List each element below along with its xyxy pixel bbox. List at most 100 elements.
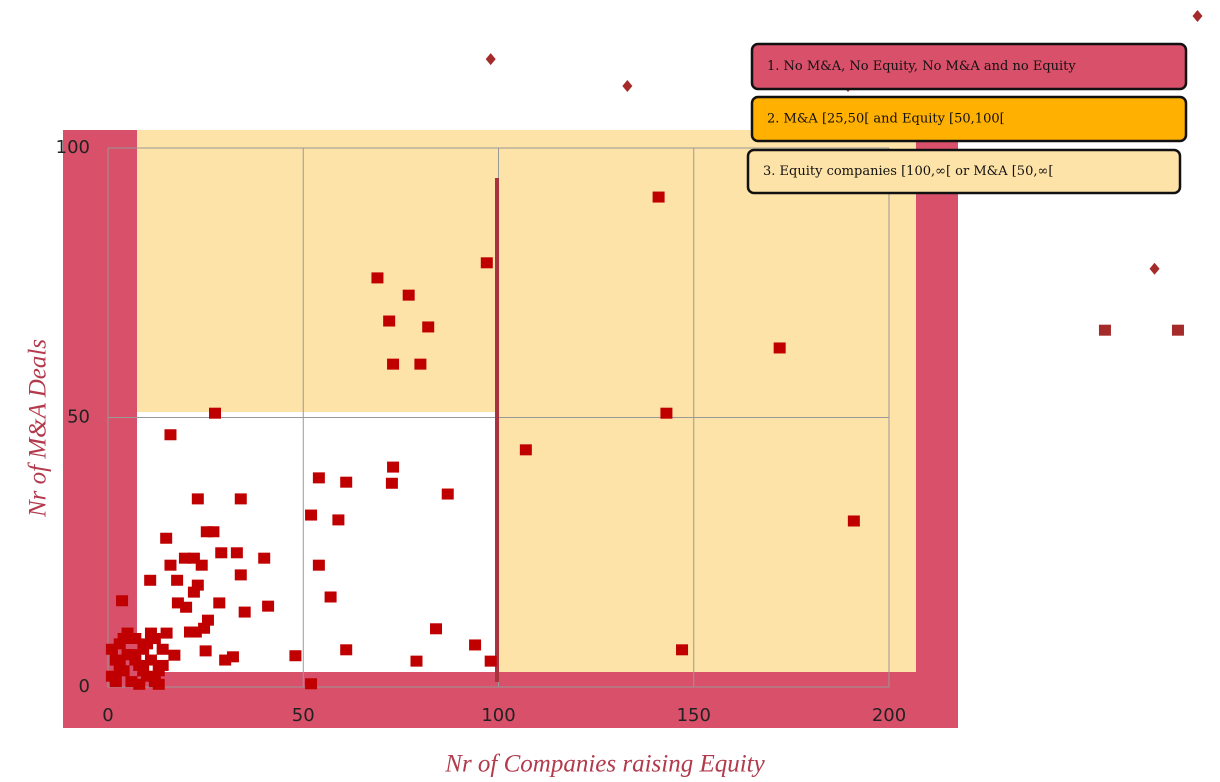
point (189, 626, 202, 638)
point (238, 606, 251, 618)
point (422, 321, 435, 333)
point (137, 665, 150, 677)
x-tick-label: 150 (677, 705, 711, 726)
x-tick-label: 100 (481, 705, 515, 726)
point (652, 191, 665, 203)
point (676, 644, 689, 656)
point (340, 644, 353, 656)
point (105, 643, 118, 655)
point (402, 289, 415, 301)
point (430, 623, 443, 635)
point (332, 514, 345, 526)
point (144, 627, 157, 639)
legend: 1. No M&A, No Equity, No M&A and no Equi… (746, 42, 1188, 195)
point (230, 547, 243, 559)
point (1192, 9, 1203, 22)
point (198, 622, 211, 634)
point (289, 650, 302, 662)
point (258, 552, 271, 564)
point (414, 358, 427, 370)
point (133, 678, 146, 690)
point (1171, 324, 1184, 336)
point (164, 559, 177, 571)
point (144, 654, 157, 666)
point (622, 80, 633, 93)
point (312, 472, 325, 484)
point (226, 651, 239, 663)
point (125, 676, 138, 688)
point (213, 597, 226, 609)
point (485, 53, 496, 66)
point (199, 645, 212, 657)
point (191, 493, 204, 505)
point (262, 600, 275, 612)
point (383, 315, 396, 327)
point (171, 574, 184, 586)
point (847, 515, 860, 527)
point (201, 614, 214, 626)
point (191, 579, 204, 591)
legend-box (750, 42, 1188, 91)
points (105, 9, 1203, 690)
point (469, 639, 482, 651)
point (773, 342, 786, 354)
point (234, 569, 247, 581)
x-tick-label: 50 (292, 705, 315, 726)
x-axis-title: Nr of Companies raising Equity (444, 751, 765, 778)
point (441, 488, 454, 500)
point (109, 676, 122, 688)
point (312, 559, 325, 571)
point (200, 526, 213, 538)
point (113, 659, 126, 671)
point (141, 638, 154, 650)
point (660, 407, 673, 419)
y-tick-label: 100 (56, 137, 90, 158)
y-axis-title: Nr of M&A Deals (25, 339, 52, 518)
point (168, 649, 181, 661)
point (187, 552, 200, 564)
point (116, 595, 129, 607)
y-tick-label: 0 (79, 676, 90, 697)
x-tick-label: 0 (102, 705, 113, 726)
point (1098, 324, 1111, 336)
point (519, 444, 532, 456)
point (117, 632, 130, 644)
point (129, 632, 142, 644)
point (152, 678, 165, 690)
point (215, 547, 228, 559)
y-tick-label: 50 (67, 407, 90, 428)
legend-label: 2. M&A [25,50[ and Equity [50,100[ (767, 112, 1005, 127)
point (385, 477, 398, 489)
x-tick-label: 200 (872, 705, 906, 726)
point (371, 272, 384, 284)
point (387, 358, 400, 370)
point (156, 659, 169, 671)
point (208, 407, 221, 419)
point (219, 654, 232, 666)
legend-label: 1. No M&A, No Equity, No M&A and no Equi… (767, 59, 1076, 74)
point (207, 526, 220, 538)
point (1149, 262, 1160, 275)
point (305, 509, 318, 521)
point (484, 655, 497, 667)
legend-box (746, 148, 1182, 195)
threshold-line (495, 178, 499, 682)
legend-label: 3. Equity companies [100,∞[ or M&A [50,∞… (763, 164, 1053, 179)
point (195, 559, 208, 571)
point (234, 493, 247, 505)
point (144, 574, 157, 586)
point (160, 532, 173, 544)
point (180, 601, 193, 613)
point (171, 597, 184, 609)
point (164, 429, 177, 441)
point (324, 591, 337, 603)
point (305, 678, 318, 690)
point (480, 257, 493, 269)
point (160, 627, 173, 639)
point (187, 586, 200, 598)
legend-box (750, 95, 1188, 143)
point (129, 654, 142, 666)
point (156, 643, 169, 655)
point (410, 655, 423, 667)
